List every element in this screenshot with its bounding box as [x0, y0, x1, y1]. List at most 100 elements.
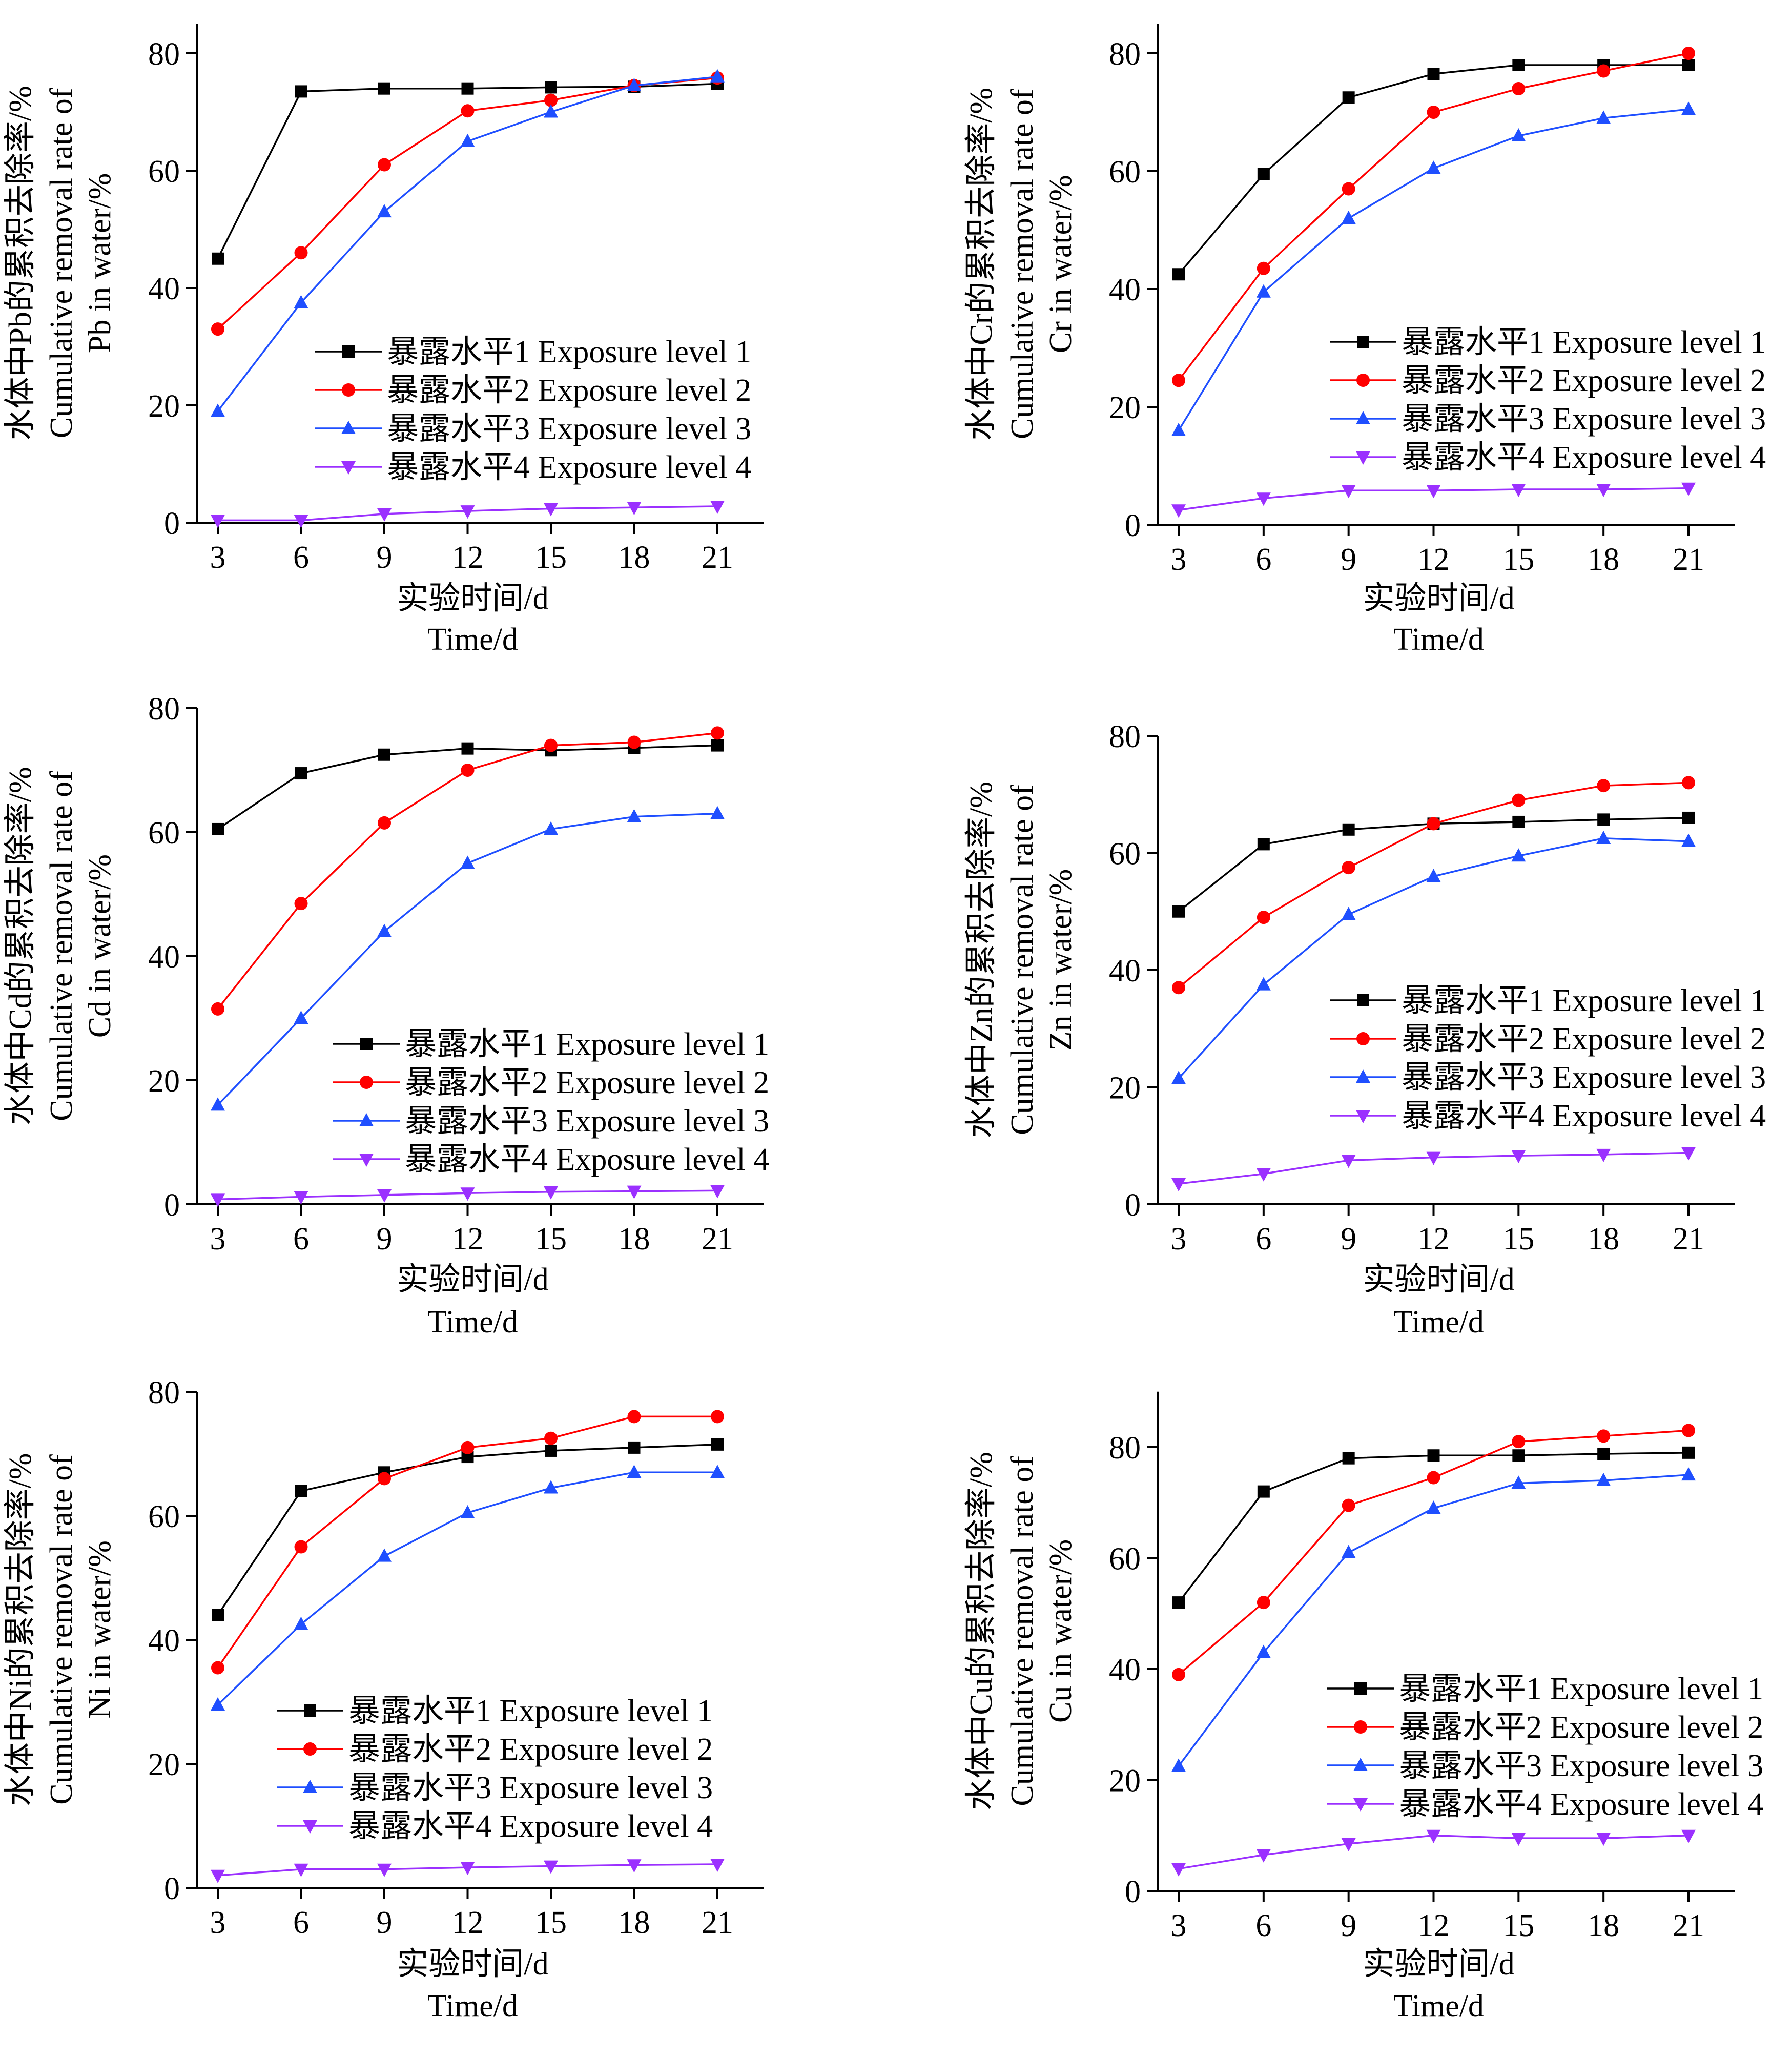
legend-marker [1354, 1720, 1367, 1734]
series-4 [211, 1185, 725, 1207]
data-point [1426, 1500, 1441, 1514]
data-point [544, 503, 558, 517]
data-point [211, 1097, 225, 1111]
data-point [1681, 101, 1696, 115]
data-point [1511, 1475, 1526, 1489]
x-tick-label: 6 [1255, 1222, 1271, 1257]
data-point [1342, 1452, 1355, 1465]
x-tick-label: 12 [452, 1222, 484, 1257]
data-point [1596, 830, 1611, 844]
y-tick-label: 0 [164, 506, 180, 541]
legend-label: 暴露水平4 Exposure level 4 [387, 450, 751, 485]
data-point [211, 1697, 225, 1711]
data-point [1427, 1471, 1440, 1485]
data-point [460, 1505, 475, 1518]
data-point [627, 1465, 642, 1478]
data-point [460, 1187, 475, 1201]
data-point [378, 158, 391, 172]
legend-marker [1353, 1798, 1368, 1812]
legend-label: 暴露水平2 Exposure level 2 [405, 1065, 769, 1100]
legend-label: 暴露水平4 Exposure level 4 [1399, 1787, 1763, 1822]
data-point [211, 1661, 224, 1675]
x-tick-label: 15 [1502, 1222, 1534, 1257]
x-tick-label: 21 [702, 1905, 733, 1940]
y-tick-label: 40 [1109, 1653, 1141, 1687]
data-point [377, 1189, 392, 1203]
data-point [377, 508, 392, 522]
data-point [1342, 823, 1355, 836]
chart-panel-ni: 0 20 40 60 80 3 6 9 12 15 18 21 实验时间/d Time/d 水体中Ni的累积… [3, 1375, 764, 2024]
data-point [1426, 1829, 1441, 1843]
chart-panel-cd: 0 20 40 60 80 3 6 9 12 15 18 21 实验时间/d Time/d 水体中Cd的累积… [3, 692, 769, 1340]
legend-label: 暴露水平3 Exposure level 3 [1402, 1060, 1766, 1095]
legend-label: 暴露水平3 Exposure level 3 [1399, 1748, 1763, 1783]
data-point [1341, 907, 1356, 920]
x-tick-label: 18 [619, 1222, 650, 1257]
legend-label: 暴露水平4 Exposure level 4 [405, 1142, 769, 1177]
legend-marker [1353, 1758, 1368, 1771]
x-tick-label: 12 [1418, 542, 1450, 577]
data-point [544, 738, 558, 752]
series-1 [1172, 1446, 1695, 1609]
legend-marker [1354, 1682, 1367, 1695]
data-point [1511, 1150, 1526, 1164]
series-1 [212, 1438, 724, 1621]
data-point [710, 1185, 725, 1199]
data-point [212, 252, 224, 265]
data-point [1597, 64, 1611, 78]
data-point [1257, 1596, 1270, 1610]
x-tick-label: 15 [1502, 1908, 1534, 1943]
data-point [1597, 813, 1610, 826]
data-point [544, 104, 558, 118]
x-tick-label: 3 [210, 1905, 226, 1940]
legend-label: 暴露水平3 Exposure level 3 [387, 411, 751, 446]
legend-marker [359, 1154, 374, 1167]
x-axis-label-en: Time/d [427, 622, 518, 657]
data-point [544, 93, 558, 107]
data-point [1426, 869, 1441, 882]
legend-marker [360, 1038, 373, 1050]
data-point [1596, 484, 1611, 497]
legend-label: 暴露水平1 Exposure level 1 [1399, 1672, 1763, 1706]
y-axis-label-line-1: 水体中Pb的累积去除率/% [3, 86, 38, 440]
data-point [1511, 1833, 1526, 1846]
data-point [1426, 485, 1441, 499]
data-point [1596, 1472, 1611, 1486]
y-tick-label: 20 [148, 1747, 180, 1782]
data-point [377, 204, 392, 218]
data-point [1171, 423, 1186, 436]
series-3 [1171, 101, 1696, 436]
data-point [1427, 817, 1440, 831]
y-axis-label-line-1: 水体中Cd的累积去除率/% [3, 767, 38, 1125]
x-tick-label: 21 [1673, 1908, 1704, 1943]
data-point [294, 295, 308, 308]
data-point [1596, 1148, 1611, 1162]
x-tick-label: 6 [293, 1905, 309, 1940]
series-2 [1172, 1424, 1695, 1681]
data-point [1172, 1668, 1185, 1681]
data-point [627, 735, 641, 749]
data-point [295, 85, 307, 98]
data-point [212, 1609, 224, 1621]
data-point [1341, 1545, 1356, 1558]
data-point [1172, 905, 1185, 918]
y-tick-label: 80 [1109, 719, 1141, 754]
x-tick-label: 3 [1171, 1908, 1187, 1943]
data-point [294, 1011, 308, 1024]
data-point [1256, 492, 1271, 506]
y-tick-label: 60 [1109, 155, 1141, 190]
x-tick-label: 18 [619, 1905, 650, 1940]
series-4 [1171, 1147, 1696, 1192]
x-tick-label: 3 [1171, 542, 1187, 577]
x-tick-label: 9 [1341, 542, 1356, 577]
x-axis-label-cn: 实验时间/d [397, 581, 548, 616]
x-tick-label: 9 [377, 1222, 393, 1257]
y-axis-label-line-2: Cumulative removal rate of [1005, 785, 1040, 1135]
data-point [460, 133, 475, 147]
data-point [377, 923, 392, 937]
x-tick-label: 15 [1502, 542, 1534, 577]
data-point [1681, 482, 1696, 496]
y-tick-label: 0 [1125, 508, 1141, 543]
data-point [1512, 1435, 1526, 1449]
x-tick-label: 12 [452, 540, 484, 575]
